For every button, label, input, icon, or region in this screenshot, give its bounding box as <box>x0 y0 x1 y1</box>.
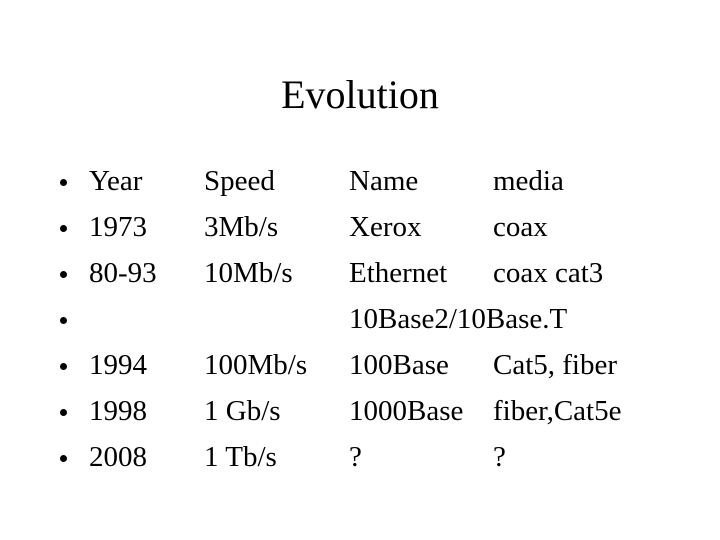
bullet <box>60 363 67 370</box>
year-cell: 80-93 <box>89 257 157 289</box>
bullet <box>60 409 67 416</box>
speed-cell: 3Mb/s <box>204 211 279 243</box>
media-cell: coax <box>493 211 548 243</box>
speed-cell: 1 Tb/s <box>204 441 277 473</box>
media-cell: ? <box>493 441 506 473</box>
media-cell: coax cat3 <box>493 257 604 289</box>
year-cell: Year <box>89 165 143 197</box>
speed-cell: 10Mb/s <box>204 257 293 289</box>
name-cell: Name <box>349 165 419 197</box>
media-cell: fiber,Cat5e <box>493 395 622 427</box>
name-cell: Ethernet <box>349 257 448 289</box>
speed-cell: 100Mb/s <box>204 349 308 381</box>
name-cell: ? <box>349 441 362 473</box>
year-cell: 1998 <box>89 395 147 427</box>
speed-cell: 1 Gb/s <box>204 395 281 427</box>
name-cell: 100Base <box>349 349 449 381</box>
name-cell: Xerox <box>349 211 422 243</box>
year-cell: 1973 <box>89 211 147 243</box>
year-cell: 2008 <box>89 441 147 473</box>
bullet <box>60 271 67 278</box>
slide-title: Evolution <box>281 72 439 117</box>
bullet <box>60 317 67 324</box>
name-cell: 10Base2/10Base.T <box>349 303 568 335</box>
year-cell: 1994 <box>89 349 147 381</box>
speed-cell: Speed <box>204 165 275 197</box>
bullet <box>60 225 67 232</box>
media-cell: Cat5, fiber <box>493 349 618 381</box>
bullet <box>60 455 67 462</box>
media-cell: media <box>493 165 564 197</box>
bullet <box>60 179 67 186</box>
name-cell: 1000Base <box>349 395 464 427</box>
